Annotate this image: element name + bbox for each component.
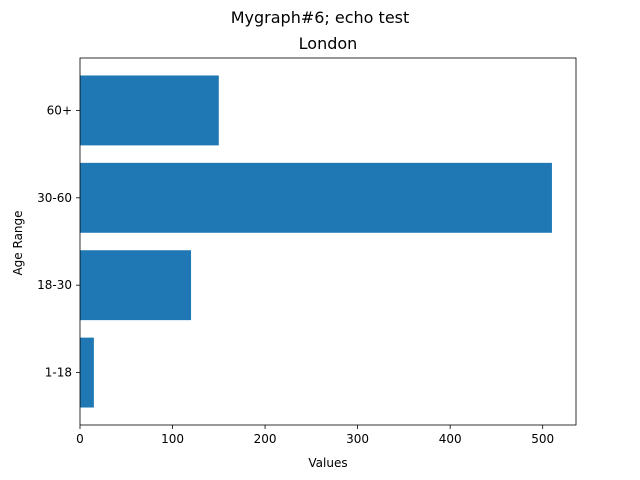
plot-frame [79,57,577,426]
bar-30-60 [80,162,552,233]
y-axis-label: Age Range [11,210,25,275]
y-tick-label: 18-30 [37,278,72,292]
x-tick-label: 0 [76,432,84,446]
x-tick-label: 100 [161,432,184,446]
chart-suptitle: Mygraph#6; echo test [231,8,410,27]
x-tick-label: 500 [531,432,554,446]
y-tick-label: 1-18 [45,366,72,380]
x-tick-label: 200 [254,432,277,446]
bar-60plus [80,75,219,146]
y-tick-label: 30-60 [37,191,72,205]
plot-area: 1-18 18-30 30-60 60+ 0 100 200 300 400 500 [37,57,577,446]
bar-1-18 [80,337,94,408]
y-tick-label: 60+ [47,103,72,117]
bar-18-30 [80,250,192,321]
x-tick-label: 400 [439,432,462,446]
x-axis-label: Values [308,456,347,470]
x-tick-label: 300 [346,432,369,446]
chart-title: London [299,34,358,53]
